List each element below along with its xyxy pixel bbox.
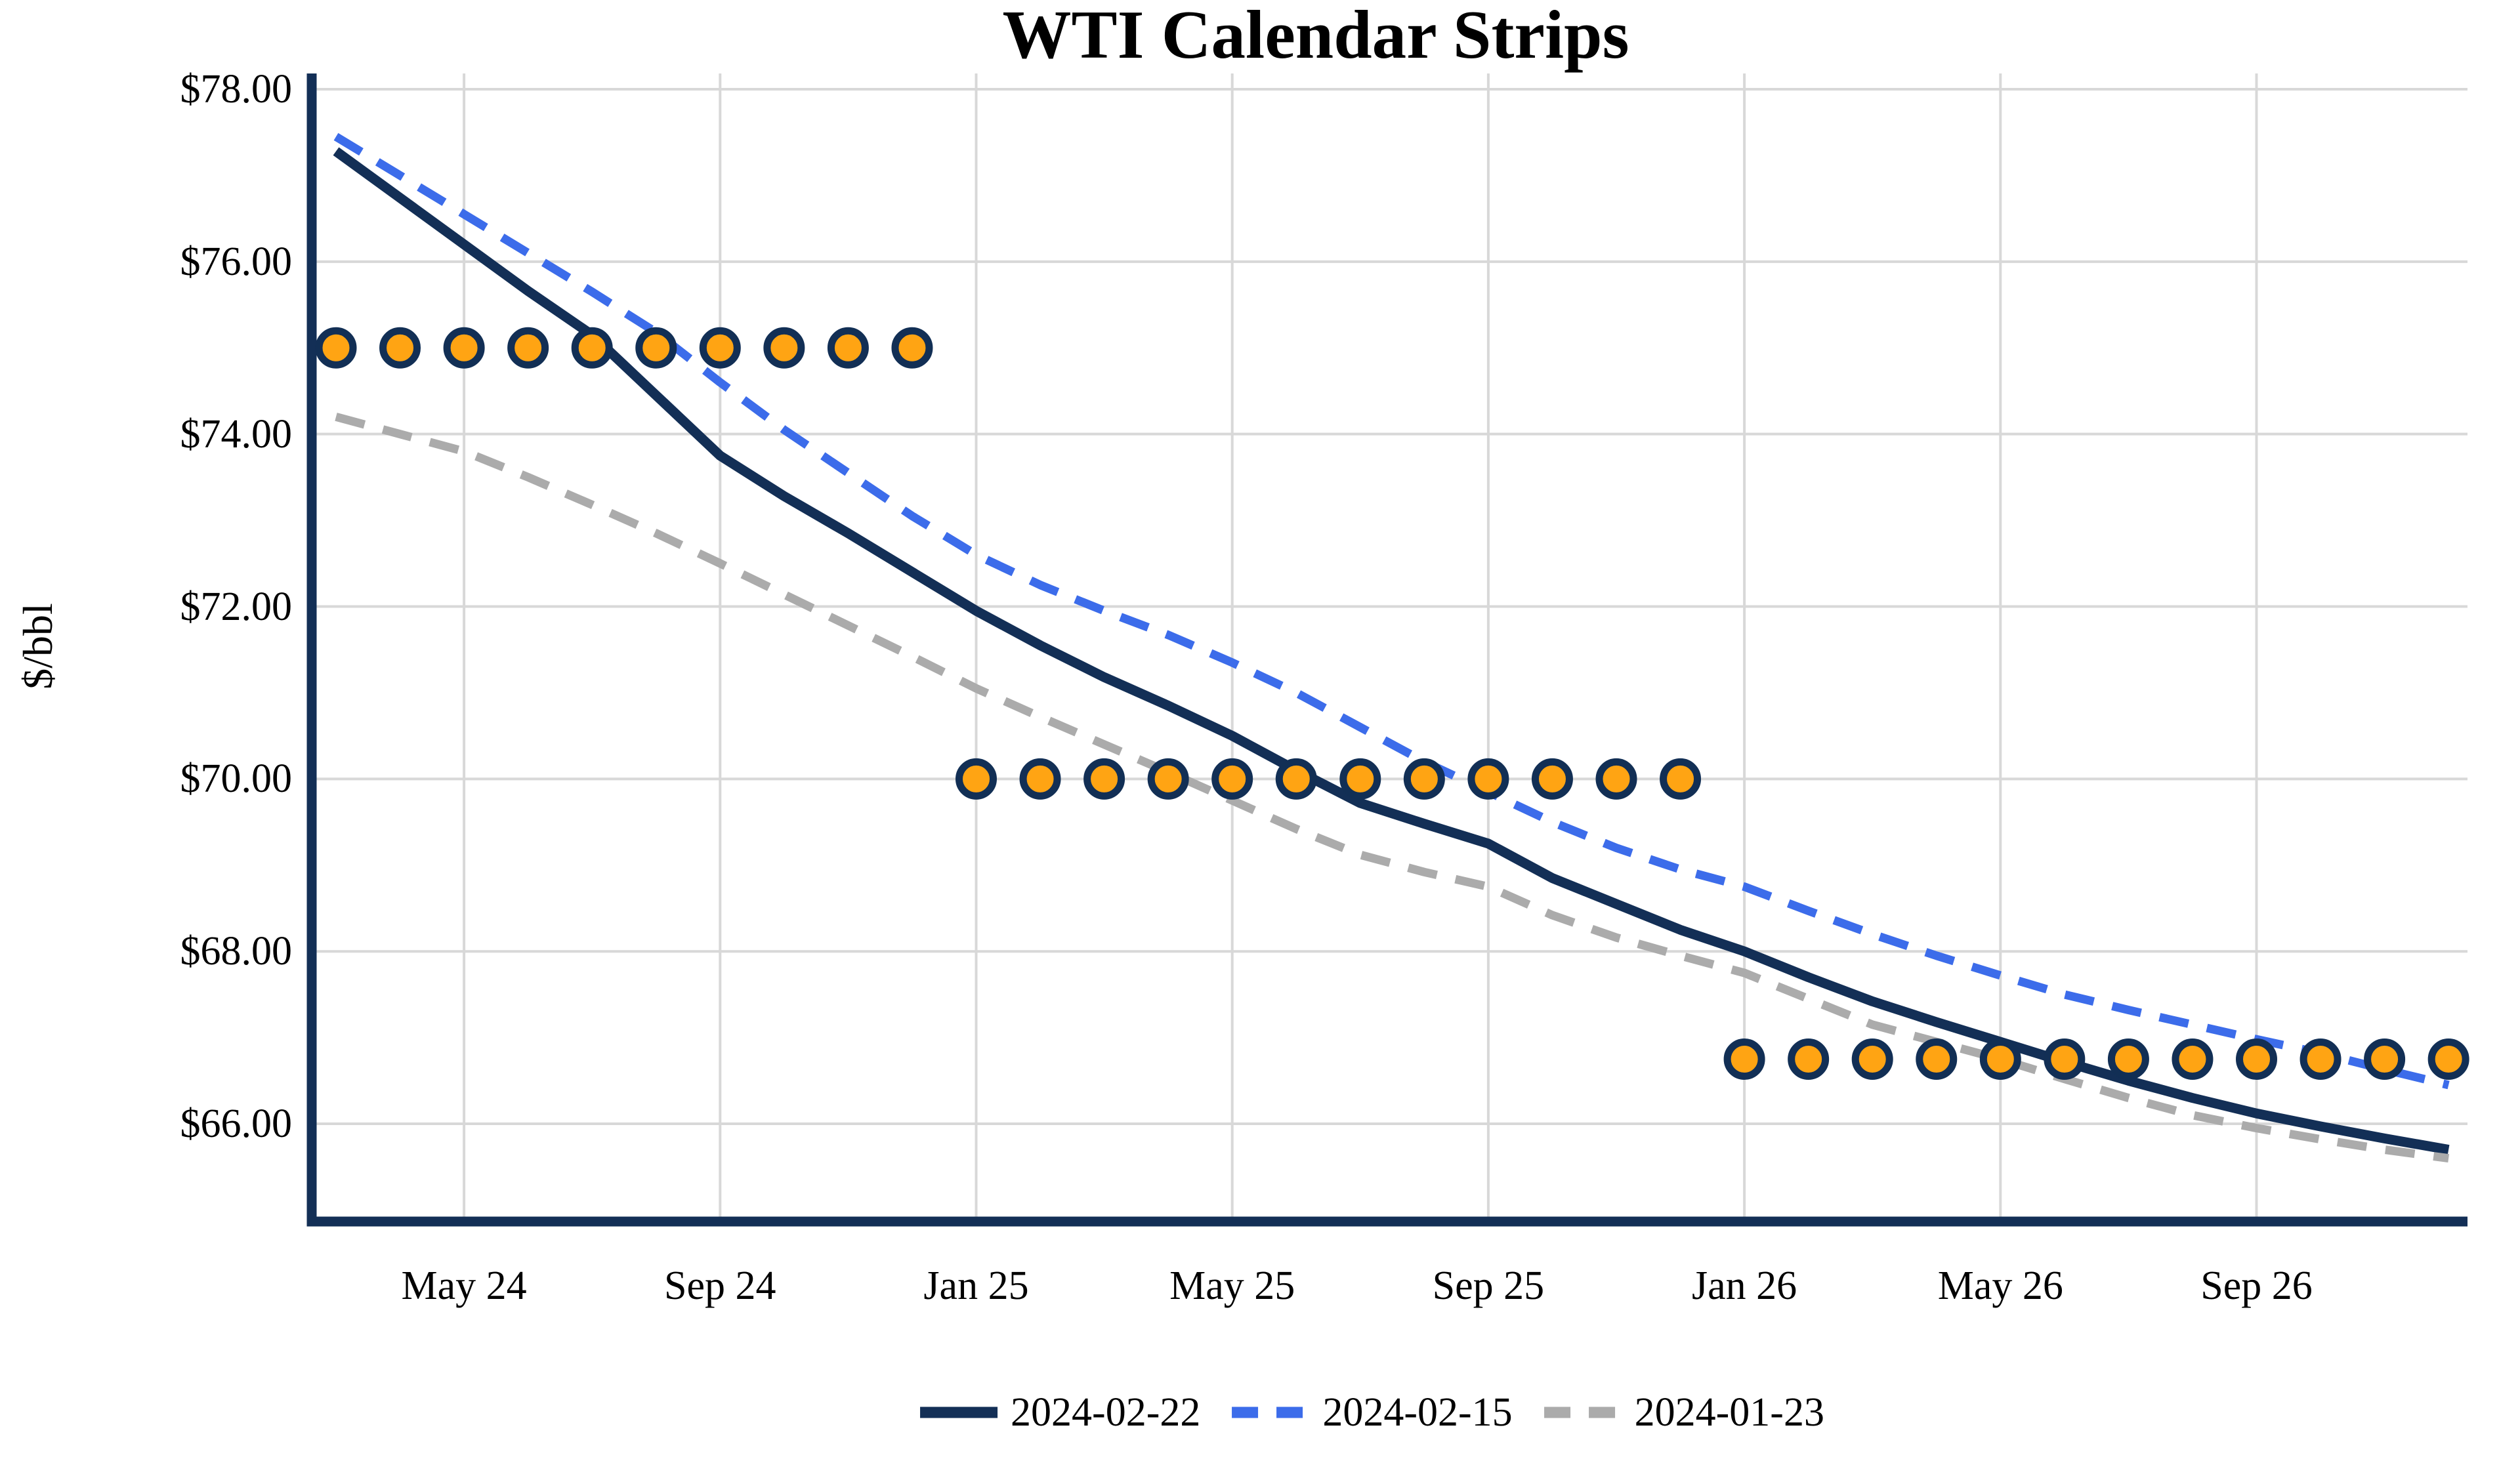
series-line-2024-02-15 [333,133,2450,1090]
marker-dot [1916,1038,1958,1080]
marker-dot [1275,758,1317,800]
marker-dot [1467,758,1509,800]
y-tick-label: $76.00 [180,239,293,284]
x-tick-label: May 24 [401,1264,527,1308]
legend-item: 2024-02-22 [919,1389,1200,1435]
y-tick-label: $68.00 [180,929,293,974]
marker-dot [763,327,805,369]
legend: 2024-02-22 2024-02-15 2024-01-23 [919,1389,1824,1435]
y-tick-label: $78.00 [180,67,293,112]
marker-dot [2300,1038,2342,1080]
marker-dot [635,327,677,369]
marker-dot [1788,1038,1830,1080]
legend-swatch-solid-line [920,1407,998,1418]
y-tick-label: $72.00 [180,584,293,629]
marker-dot [507,327,549,369]
marker-dot [891,327,933,369]
marker-dot [1083,758,1125,800]
marker-dot [1851,1038,1893,1080]
x-tick-label: Sep 25 [1432,1264,1545,1308]
marker-dot [1595,758,1637,800]
marker-dot [1019,758,1061,800]
marker-dot [443,327,485,369]
x-tick-label: May 25 [1169,1264,1295,1308]
legend-swatch-dashed-line [1232,1407,1310,1418]
marker-dot [1979,1038,2021,1080]
marker-dot [2044,1038,2086,1080]
legend-label: 2024-01-23 [1634,1390,1824,1435]
x-tick-label: Jan 25 [923,1264,1029,1308]
marker-dot [1147,758,1189,800]
y-tick-label: $70.00 [180,756,293,802]
marker-dot [827,327,869,369]
marker-dot [1339,758,1381,800]
marker-dot [1211,758,1253,800]
marker-dot [315,327,357,369]
y-tick-label: $74.00 [180,411,293,457]
marker-dot [2107,1038,2149,1080]
legend-swatch-dashed-line [1544,1407,1622,1418]
marker-dot [2364,1038,2406,1080]
x-tick-label: Sep 26 [2200,1264,2313,1308]
legend-label: 2024-02-15 [1322,1390,1513,1435]
legend-item: 2024-02-15 [1230,1389,1513,1435]
marker-dot [571,327,613,369]
legend-item: 2024-01-23 [1543,1389,1824,1435]
marker-dot [1723,1038,1765,1080]
marker-dot [1660,758,1702,800]
marker-dot [1403,758,1445,800]
series-line-2024-02-22 [333,147,2450,1155]
y-tick-label: $66.00 [180,1101,293,1147]
x-tick-label: Jan 26 [1692,1264,1797,1308]
marker-dot [956,758,997,800]
marker-dot [379,327,421,369]
legend-label: 2024-02-22 [1011,1390,1201,1435]
chart-title: WTI Calendar Strips [1002,0,1629,73]
marker-dot [2236,1038,2277,1080]
marker-dot [699,327,741,369]
x-tick-label: Sep 24 [664,1264,776,1308]
marker-dot [1531,758,1573,800]
marker-dot [2172,1038,2214,1080]
marker-dot [2427,1038,2469,1080]
x-tick-label: May 26 [1937,1264,2063,1308]
